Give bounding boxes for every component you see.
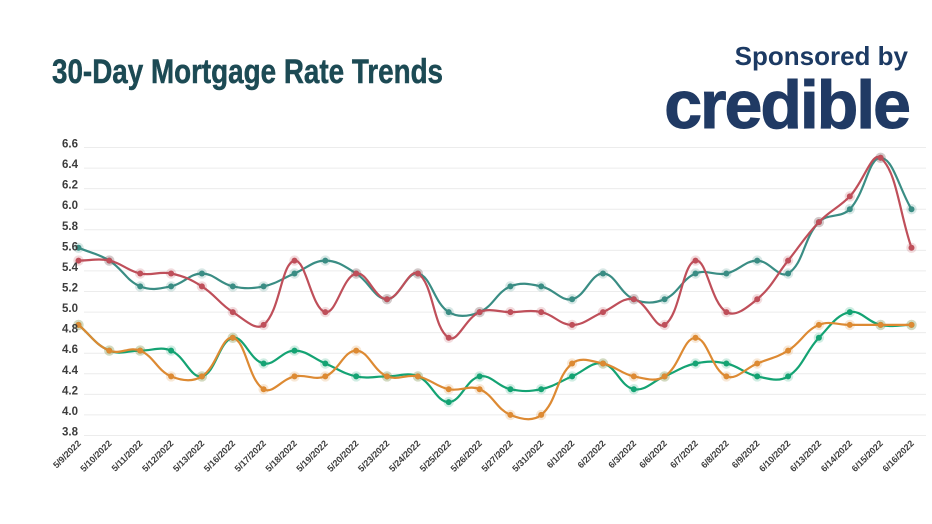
svg-text:4.0: 4.0 bbox=[62, 406, 78, 418]
svg-text:6/9/2022: 6/9/2022 bbox=[730, 438, 762, 470]
svg-text:5.8: 5.8 bbox=[62, 221, 79, 233]
svg-text:5/24/2022: 5/24/2022 bbox=[387, 438, 422, 473]
svg-text:5/11/2022: 5/11/2022 bbox=[110, 438, 145, 473]
svg-text:5/25/2022: 5/25/2022 bbox=[418, 438, 453, 473]
svg-text:6.2: 6.2 bbox=[62, 180, 78, 192]
svg-text:6/10/2022: 6/10/2022 bbox=[757, 438, 792, 473]
svg-text:5/9/2022: 5/9/2022 bbox=[51, 438, 83, 470]
svg-text:6/16/2022: 6/16/2022 bbox=[881, 438, 916, 473]
svg-text:5/27/2022: 5/27/2022 bbox=[479, 438, 514, 473]
svg-text:6/8/2022: 6/8/2022 bbox=[699, 438, 731, 470]
svg-text:6.0: 6.0 bbox=[62, 200, 78, 212]
svg-text:6/13/2022: 6/13/2022 bbox=[788, 438, 823, 473]
svg-text:5/10/2022: 5/10/2022 bbox=[78, 438, 113, 473]
svg-text:5.0: 5.0 bbox=[62, 303, 78, 315]
svg-text:5.6: 5.6 bbox=[62, 241, 78, 253]
svg-text:5/26/2022: 5/26/2022 bbox=[449, 438, 484, 473]
svg-text:6.6: 6.6 bbox=[62, 139, 78, 151]
svg-text:6/6/2022: 6/6/2022 bbox=[637, 438, 669, 470]
svg-text:4.8: 4.8 bbox=[62, 324, 79, 336]
svg-text:5/19/2022: 5/19/2022 bbox=[294, 438, 329, 473]
svg-text:5/13/2022: 5/13/2022 bbox=[171, 438, 206, 473]
svg-text:5/17/2022: 5/17/2022 bbox=[233, 438, 268, 473]
svg-text:6/1/2022: 6/1/2022 bbox=[545, 438, 577, 470]
svg-text:4.6: 4.6 bbox=[62, 344, 78, 356]
svg-text:6/3/2022: 6/3/2022 bbox=[606, 438, 638, 470]
svg-text:5/18/2022: 5/18/2022 bbox=[264, 438, 299, 473]
svg-text:6/14/2022: 6/14/2022 bbox=[819, 438, 854, 473]
svg-text:5/20/2022: 5/20/2022 bbox=[325, 438, 360, 473]
svg-text:5.2: 5.2 bbox=[62, 283, 78, 295]
svg-text:5/31/2022: 5/31/2022 bbox=[510, 438, 545, 473]
svg-text:6/2/2022: 6/2/2022 bbox=[576, 438, 608, 470]
svg-text:6.4: 6.4 bbox=[62, 159, 79, 171]
svg-text:3.8: 3.8 bbox=[62, 427, 79, 439]
svg-text:5/12/2022: 5/12/2022 bbox=[140, 438, 175, 473]
svg-text:4.2: 4.2 bbox=[62, 385, 78, 397]
svg-text:5/16/2022: 5/16/2022 bbox=[202, 438, 237, 473]
svg-text:4.4: 4.4 bbox=[62, 365, 79, 377]
svg-text:5.4: 5.4 bbox=[62, 262, 79, 274]
svg-text:6/15/2022: 6/15/2022 bbox=[850, 438, 885, 473]
svg-text:6/7/2022: 6/7/2022 bbox=[668, 438, 700, 470]
svg-text:5/23/2022: 5/23/2022 bbox=[356, 438, 391, 473]
